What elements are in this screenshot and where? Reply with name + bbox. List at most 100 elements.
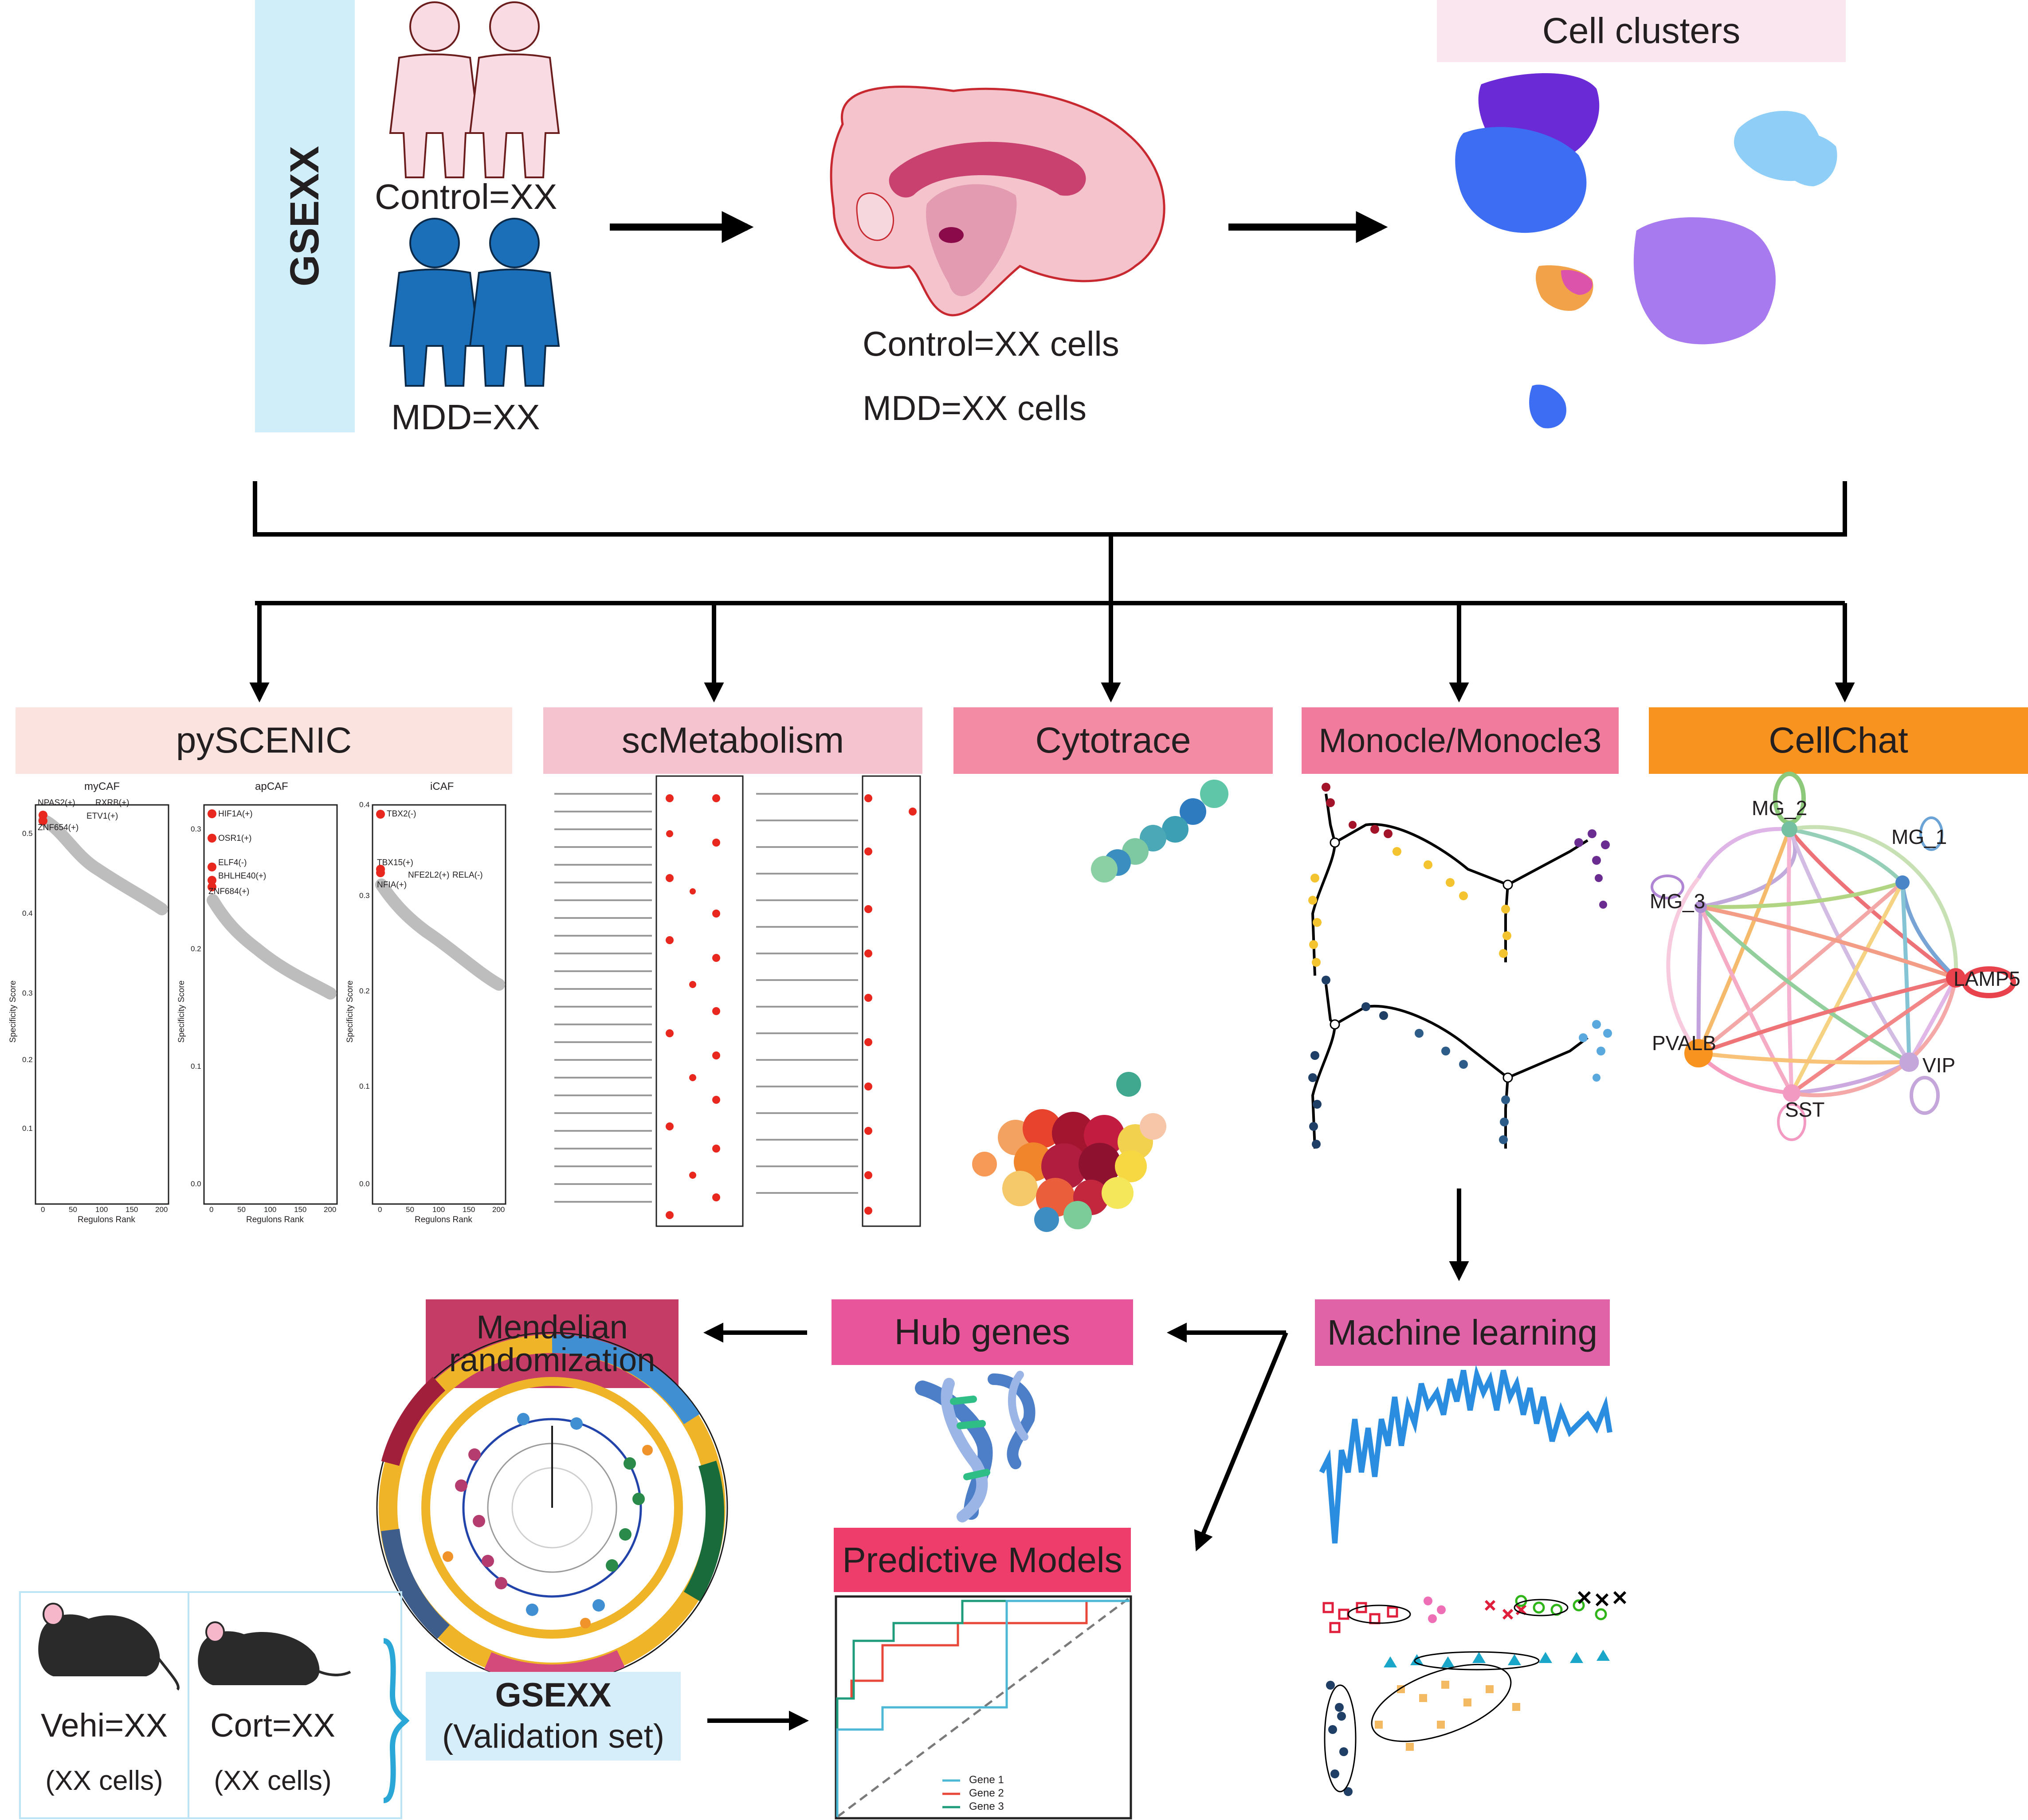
y-tick: 0.2	[191, 945, 201, 953]
x-tick: 200	[155, 1205, 168, 1214]
mouse-icon-vehi	[38, 1603, 180, 1691]
circos-plot	[376, 1332, 728, 1684]
regulon-label: ELF4(-)	[218, 858, 247, 867]
y-tick: 0.0	[191, 1180, 201, 1188]
arrow-ml-to-predictive	[1194, 1332, 1288, 1552]
x-tick: 0	[41, 1205, 45, 1214]
brain-icon	[830, 86, 1165, 317]
roc-plot	[835, 1595, 1132, 1820]
regulon-label: OSR1(+)	[218, 834, 252, 843]
monocle-bottom-trajectory	[1308, 976, 1612, 1149]
cort-cells-label: (XX cells)	[214, 1765, 332, 1796]
scmetabolism-dots	[666, 794, 917, 1219]
regulon-label: TBX15(+)	[377, 858, 413, 867]
pyscenic-points	[39, 809, 385, 891]
scmetabolism-box	[543, 707, 922, 774]
y-axis-label: Specificity Score	[345, 980, 355, 1043]
y-tick: 0.1	[191, 1062, 201, 1071]
y-tick: 0.4	[22, 909, 33, 918]
gsexx-text: GSEXX	[282, 145, 328, 287]
cytotrace-title: Cytotrace	[1035, 720, 1191, 761]
node-label-sst: SST	[1785, 1098, 1825, 1121]
vehi-cells-label: (XX cells)	[45, 1765, 163, 1796]
predictive-box	[834, 1528, 1131, 1592]
x-tick: 150	[294, 1205, 307, 1214]
scmetabolism-panels	[655, 775, 921, 1227]
control-people-icon	[389, 1, 560, 178]
mdd-group-label: MDD=XX	[391, 397, 540, 437]
y-tick: 0.2	[22, 1055, 33, 1064]
cellchat-box	[1649, 707, 2028, 774]
gsexx-label: GSEXX	[255, 0, 355, 432]
cytotrace-bottom-plot	[972, 1072, 1166, 1232]
pyscenic-panel-frames	[35, 804, 506, 1205]
regulon-label: TBX2(-)	[387, 809, 416, 819]
regulon-label: NFE2L2(+)	[408, 871, 450, 880]
validation-gsexx-id: GSEXX	[495, 1676, 612, 1714]
regulon-label: NFIA(+)	[377, 880, 407, 890]
x-tick: 50	[406, 1205, 414, 1214]
pyscenic-box	[16, 707, 512, 774]
validation-gsexx-box	[426, 1672, 681, 1761]
validation-subtitle: (Validation set)	[442, 1717, 665, 1755]
regulon-label: HIF1A(+)	[218, 809, 253, 819]
cell-clusters-box	[1437, 0, 1846, 62]
y-tick: 0.1	[22, 1124, 33, 1133]
validation-mouse-panel	[19, 1591, 402, 1819]
regulon-label: ZNF684(+)	[208, 887, 250, 896]
mendelian-title: Mendelian randomization	[449, 1309, 655, 1378]
regulon-label: NPAS2(+)	[38, 798, 75, 808]
scmetabolism-title: scMetabolism	[621, 720, 844, 761]
node-label-mg2: MG_2	[1752, 796, 1808, 820]
y-tick: 0.4	[359, 800, 370, 809]
node-label-mg1: MG_1	[1891, 825, 1947, 848]
curly-brace	[383, 1638, 410, 1803]
x-axis-label: Regulons Rank	[78, 1215, 135, 1224]
regulon-label: RELA(-)	[452, 871, 483, 880]
x-tick: 150	[126, 1205, 138, 1214]
y-tick: 0.0	[359, 1180, 370, 1188]
y-axis-label: Specificity Score	[8, 980, 18, 1043]
dna-icon	[915, 1371, 1036, 1522]
x-tick: 0	[209, 1205, 214, 1214]
x-tick: 200	[492, 1205, 505, 1214]
x-tick: 200	[324, 1205, 337, 1214]
x-tick: 50	[237, 1205, 246, 1214]
mdd-people-icon	[389, 218, 560, 387]
branch-arrows	[249, 603, 1855, 702]
x-tick: 150	[463, 1205, 475, 1214]
mouse-icon-cort	[198, 1621, 351, 1685]
connector-bracket	[253, 481, 1847, 605]
hub-genes-box	[832, 1299, 1133, 1365]
vehi-label: Vehi=XX	[41, 1706, 168, 1744]
monocle-top-trajectory	[1308, 783, 1610, 976]
regulon-label: ETV1(+)	[86, 812, 118, 821]
cort-label: Cort=XX	[210, 1706, 335, 1744]
monocle-title: Monocle/Monocle3	[1318, 722, 1602, 760]
node-label-pvalb: PVALB	[1652, 1032, 1716, 1055]
x-tick: 100	[264, 1205, 277, 1214]
node-label-mg3: MG_3	[1650, 890, 1706, 913]
cell-clusters-title: Cell clusters	[1542, 11, 1741, 51]
hub-genes-title: Hub genes	[894, 1312, 1071, 1352]
x-axis-label: Regulons Rank	[415, 1215, 472, 1224]
roc-legend-gene3: Gene 3	[969, 1800, 1004, 1812]
ml-box	[1315, 1299, 1610, 1366]
x-tick: 50	[69, 1205, 77, 1214]
ml-accuracy-line	[1319, 1365, 1612, 1544]
cellchat-nodes	[1651, 772, 2016, 1141]
regulon-label: ZNF654(+)	[38, 823, 79, 832]
y-axis-label: Specificity Score	[177, 980, 187, 1043]
roc-legend-gene1: Gene 1	[969, 1774, 1004, 1786]
gsexx-box	[255, 0, 355, 432]
x-tick: 100	[432, 1205, 445, 1214]
node-label-vip: VIP	[1922, 1054, 1956, 1077]
cellchat-network	[1666, 825, 1958, 1098]
ml-scatter-plot	[1322, 1591, 1627, 1796]
umap-plot	[1455, 73, 1837, 428]
predictive-title: Predictive Models	[842, 1540, 1122, 1580]
control-group-label: Control=XX	[375, 177, 557, 216]
y-tick: 0.5	[22, 829, 33, 838]
regulon-label: RXRB(+)	[95, 798, 129, 808]
